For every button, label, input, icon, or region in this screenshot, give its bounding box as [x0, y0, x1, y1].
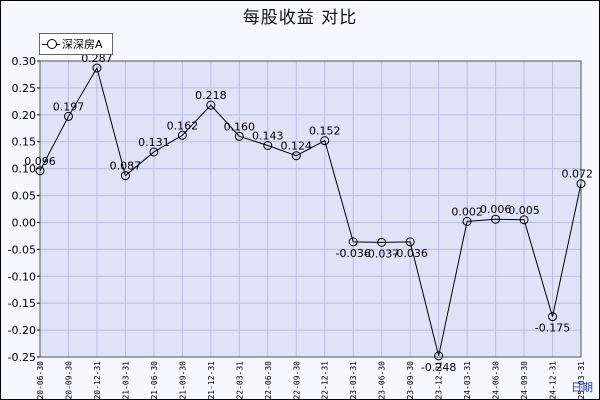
data-point	[291, 151, 301, 161]
data-label: 0.143	[252, 129, 284, 142]
y-tick-label: -0.20	[8, 324, 36, 337]
data-point	[320, 136, 330, 146]
chart-title: 每股收益 对比	[242, 8, 358, 28]
data-label: 0.006	[480, 203, 512, 216]
x-tick-label: 2022-12-31	[321, 361, 330, 399]
data-point	[434, 351, 444, 361]
x-tick-label: 2024-09-30	[520, 361, 529, 399]
x-tick-label: 2023-03-31	[349, 361, 358, 399]
x-tick-label: 2022-09-30	[292, 361, 301, 399]
legend: 深深房A	[39, 33, 113, 55]
y-tick-label: -0.05	[8, 243, 36, 256]
data-label: 0.287	[81, 52, 113, 65]
data-point	[177, 130, 187, 140]
x-tick-label: 2023-09-30	[406, 361, 415, 399]
legend-label: 深深房A	[62, 38, 103, 51]
data-label: -0.175	[535, 322, 570, 335]
x-tick-label: 2021-06-30	[150, 361, 159, 399]
x-tick-label: 2023-12-31	[435, 361, 444, 399]
data-label: 0.002	[451, 205, 483, 218]
plot-area	[40, 61, 581, 357]
data-point	[149, 147, 159, 157]
data-point	[548, 312, 558, 322]
series-line	[39, 66, 582, 357]
y-tick-label: 0.30	[12, 55, 37, 68]
data-point	[92, 63, 102, 73]
data-label: -0.037	[364, 247, 399, 260]
data-label: 0.162	[167, 119, 199, 132]
data-label: 0.218	[195, 89, 227, 102]
x-tick-label: 2020-06-30	[36, 361, 45, 399]
x-tick-label: 2021-12-31	[207, 361, 216, 399]
data-point	[462, 216, 472, 226]
x-tick-label: 2020-09-30	[64, 361, 73, 399]
data-point	[348, 237, 358, 247]
data-label: 0.160	[224, 120, 256, 133]
data-label: 0.152	[309, 125, 341, 138]
y-tick-label: 0.05	[12, 190, 37, 203]
y-tick-label: -0.10	[8, 270, 36, 283]
y-tick-label: 0.20	[12, 109, 37, 122]
y-tick-label: 0.15	[12, 136, 37, 149]
legend-marker-icon	[40, 34, 62, 54]
data-point	[491, 214, 501, 224]
data-point	[576, 179, 586, 189]
data-point	[120, 171, 130, 181]
x-tick-label: 2025-03-31	[577, 361, 586, 399]
x-tick-label: 2024-12-31	[549, 361, 558, 399]
y-tick-label: 0.00	[12, 216, 37, 229]
x-tick-label: 2020-12-31	[93, 361, 102, 399]
data-point	[405, 237, 415, 247]
y-tick-label: -0.15	[8, 297, 36, 310]
data-label: 0.197	[53, 100, 85, 113]
data-label: 0.096	[24, 155, 56, 168]
data-point	[35, 166, 45, 176]
y-tick-label: 0.25	[12, 82, 37, 95]
x-axis-label: 日期	[571, 381, 593, 394]
data-label: 0.072	[562, 168, 594, 181]
data-point	[519, 215, 529, 225]
data-point	[63, 111, 73, 121]
data-point	[377, 237, 387, 247]
x-tick-label: 2024-03-31	[463, 361, 472, 399]
data-label: 0.124	[281, 140, 313, 153]
data-point	[263, 140, 273, 150]
data-label: 0.005	[508, 204, 540, 217]
data-label: -0.036	[392, 247, 427, 260]
data-label: -0.248	[421, 361, 456, 374]
x-tick-label: 2024-06-30	[492, 361, 501, 399]
x-tick-label: 2022-03-31	[235, 361, 244, 399]
x-tick-label: 2021-03-31	[121, 361, 130, 399]
plot-border	[39, 60, 582, 358]
x-tick-label: 2021-09-30	[178, 361, 187, 399]
y-tick-label: -0.25	[8, 351, 36, 364]
x-tick-label: 2022-06-30	[264, 361, 273, 399]
y-tick-label: 0.10	[12, 163, 37, 176]
data-point	[206, 100, 216, 110]
data-label: 0.087	[110, 160, 142, 173]
data-label: 0.131	[138, 136, 170, 149]
x-tick-label: 2023-06-30	[378, 361, 387, 399]
data-point	[234, 131, 244, 141]
data-label: -0.036	[335, 247, 370, 260]
